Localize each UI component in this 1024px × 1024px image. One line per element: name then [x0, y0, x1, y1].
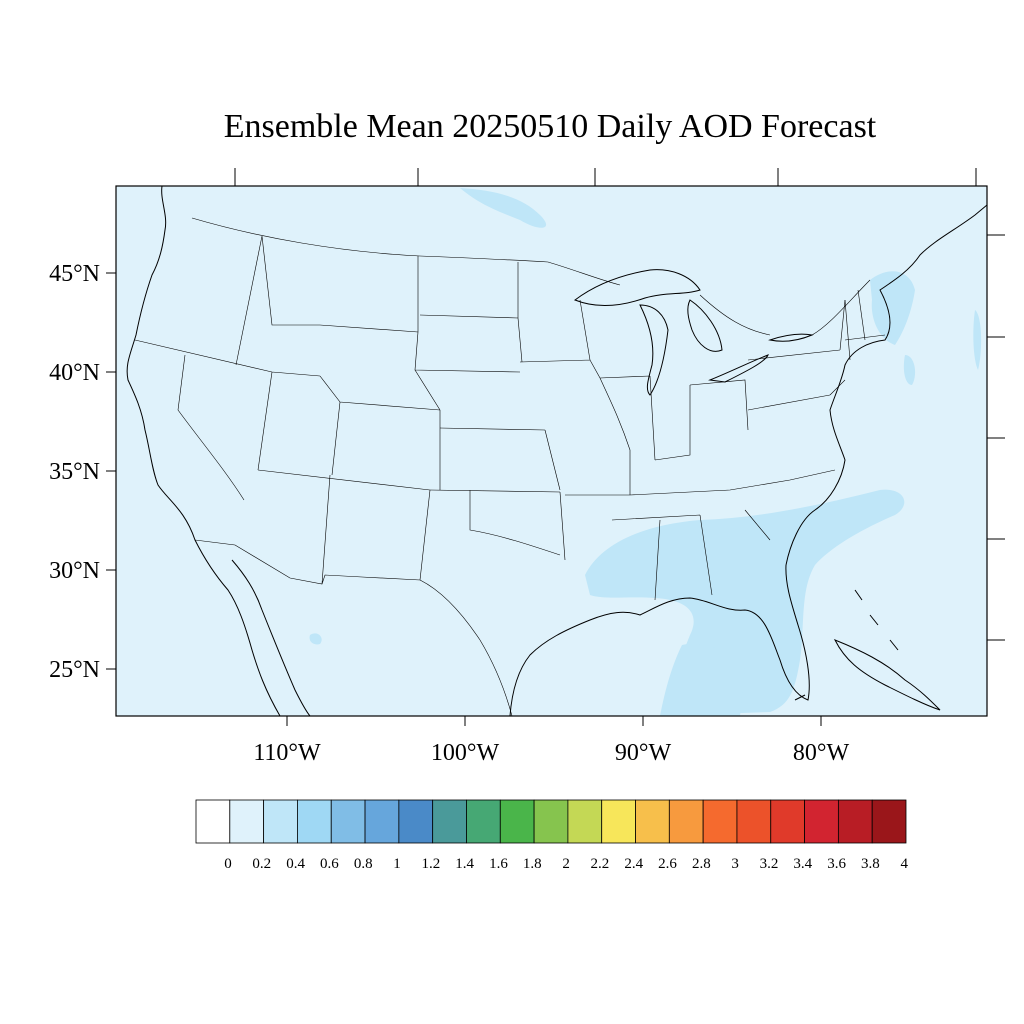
colorbar-label: 2.2 [591, 856, 610, 872]
colorbar-swatch [770, 799, 805, 844]
bahamas [854, 589, 899, 651]
aod-plume-atlantic-2 [973, 310, 982, 370]
colorbar-label: 2.8 [692, 856, 711, 872]
colorbar-swatch [398, 799, 434, 844]
lake-michigan [639, 304, 669, 396]
colorbar-swatch [330, 799, 366, 844]
colorbar-label: 0.2 [252, 856, 271, 872]
lat-label-25: 25°N [49, 657, 100, 683]
lake-erie [708, 354, 769, 383]
aod-plume-gulf [660, 643, 745, 716]
colorbar-swatch [263, 799, 298, 844]
colorbar-swatch [533, 799, 569, 844]
colorbar-label: 2 [562, 856, 570, 872]
map-title: Ensemble Mean 20250510 Daily AOD Forecas… [223, 108, 877, 145]
aod-plume-southeast [585, 489, 905, 716]
mexico-border [194, 539, 513, 717]
map-background [116, 186, 987, 716]
state-lines-northeast [829, 289, 886, 396]
lon-label-110: 110°W [253, 740, 321, 766]
colorbar-swatch [804, 799, 839, 844]
gulf-coast [509, 564, 810, 717]
aod-plume-atlantic-1 [903, 355, 916, 385]
aod-plume-mexico [309, 633, 322, 645]
colorbar: 0 0.2 0.4 0.6 0.8 1 1.2 1.4 1.6 1.8 2 2.2 2.4 2.6 2.8 3… [195, 799, 908, 872]
colorbar-label: 0.4 [286, 856, 305, 872]
florida-keys [794, 694, 806, 701]
colorbar-label: 3.4 [793, 856, 812, 872]
lon-label-100: 100°W [431, 740, 500, 766]
colorbar-label: 3 [731, 856, 739, 872]
lat-label-40: 40°N [49, 360, 100, 386]
colorbar-label: 3.2 [760, 856, 779, 872]
colorbar-label: 0.8 [354, 856, 373, 872]
colorbar-swatch [635, 799, 670, 844]
political-boundaries [134, 217, 886, 717]
lon-label-80: 80°W [793, 740, 850, 766]
colorbar-label: 4 [900, 856, 908, 872]
colorbar-label: 2.4 [624, 856, 643, 872]
colorbar-swatch [499, 799, 535, 844]
colorbar-swatch [364, 799, 400, 844]
colorbar-label: 1.6 [489, 856, 508, 872]
map-frame [115, 185, 988, 717]
colorbar-swatch [736, 799, 772, 844]
state-lines-plains [414, 369, 566, 561]
lon-label-90: 90°W [615, 740, 672, 766]
colorbar-label: 1.8 [523, 856, 542, 872]
canada-border [191, 217, 621, 286]
lake-superior [573, 269, 701, 307]
baja-coast [231, 559, 311, 717]
state-lines-east [519, 299, 846, 601]
lat-label-35: 35°N [49, 459, 100, 485]
colorbar-label: 3.8 [861, 856, 880, 872]
colorbar-swatch [466, 799, 501, 844]
colorbar-label: 0.6 [320, 856, 339, 872]
lat-label-45: 45°N [49, 261, 100, 287]
colorbar-label: 1.4 [455, 856, 474, 872]
aod-plume-lake-superior [460, 188, 547, 228]
colorbar-swatch [837, 799, 873, 844]
lat-label-30: 30°N [49, 558, 100, 584]
colorbar-swatch [668, 799, 704, 844]
colorbar-label: 0 [224, 856, 232, 872]
great-lakes [573, 269, 814, 396]
colorbar-label: 2.6 [658, 856, 677, 872]
atlantic-coast [785, 204, 988, 566]
aod-plumes [309, 188, 982, 716]
tick-marks [106, 168, 1005, 726]
colorbar-swatch [195, 799, 231, 844]
lake-huron [687, 299, 723, 352]
colorbar-swatch [871, 799, 907, 844]
colorbar-label: 1.2 [421, 856, 440, 872]
pacific-coast [126, 185, 281, 717]
cuba-outline [833, 639, 941, 711]
colorbar-swatch [297, 799, 332, 844]
lat-labels: 45°N 40°N 35°N 30°N 25°N [49, 261, 100, 683]
colorbar-swatch [702, 799, 738, 844]
colorbar-label: 3.6 [827, 856, 846, 872]
coastlines [126, 185, 988, 717]
colorbar-swatch [432, 799, 467, 844]
colorbar-label: 1 [393, 856, 401, 872]
canada-border-east [699, 279, 871, 336]
colorbar-swatch [229, 799, 265, 844]
colorbar-swatch [601, 799, 636, 844]
lon-labels: 110°W 100°W 90°W 80°W [253, 740, 849, 766]
colorbar-swatch [567, 799, 603, 844]
